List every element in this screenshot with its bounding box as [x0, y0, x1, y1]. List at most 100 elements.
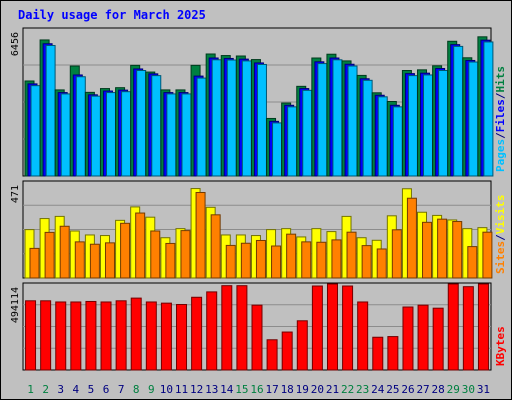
bar-kbytes-23 [357, 301, 369, 371]
bar-kbytes-22 [342, 285, 354, 371]
x-tick-label-12: 12 [190, 383, 203, 396]
legend-item: Hits [494, 66, 507, 93]
x-tick-label-13: 13 [205, 383, 218, 396]
bar-kbytes-19 [296, 320, 308, 371]
bar-sites-7 [120, 222, 131, 279]
chart-title: Daily usage for March 2025 [18, 8, 206, 22]
bar-pages-23 [362, 79, 373, 177]
bar-pages-18 [287, 106, 298, 177]
bar-sites-24 [376, 248, 387, 279]
bar-pages-20 [317, 63, 328, 177]
legend-hits: Pages/Files/Hits [494, 66, 507, 172]
x-tick-label-30: 30 [462, 383, 475, 396]
bar-sites-10 [165, 242, 176, 279]
x-tick-label-26: 26 [401, 383, 414, 396]
x-tick-label-11: 11 [175, 383, 188, 396]
bar-pages-9 [151, 75, 162, 177]
y-max-label-kbytes: 494114 [10, 287, 21, 323]
bar-sites-19 [301, 241, 312, 279]
bar-pages-4 [75, 76, 86, 177]
legend-item: KBytes [494, 326, 507, 366]
x-tick-label-31: 31 [477, 383, 490, 396]
bar-kbytes-27 [417, 304, 429, 371]
bar-sites-25 [391, 229, 402, 279]
bar-kbytes-25 [387, 336, 399, 371]
bar-kbytes-3 [55, 301, 67, 371]
bar-sites-20 [316, 241, 327, 279]
bar-pages-17 [272, 122, 283, 177]
bar-kbytes-26 [402, 306, 414, 371]
legend-item: Visits [494, 195, 507, 235]
bar-pages-7 [121, 91, 132, 177]
bar-kbytes-24 [372, 336, 384, 371]
legend-item: / [494, 234, 507, 241]
bar-sites-4 [74, 241, 85, 279]
bar-kbytes-30 [462, 286, 474, 371]
bar-sites-31 [482, 231, 493, 279]
bar-pages-28 [438, 69, 449, 177]
x-tick-label-19: 19 [296, 383, 309, 396]
bar-kbytes-2 [40, 300, 52, 371]
legend-visits: Sites/Visits [494, 195, 507, 275]
bar-pages-12 [196, 77, 207, 177]
legend-item: Sites [494, 241, 507, 274]
x-tick-label-2: 2 [42, 383, 49, 396]
x-tick-label-7: 7 [118, 383, 125, 396]
bar-sites-26 [406, 197, 417, 279]
bar-sites-3 [59, 225, 70, 279]
bar-kbytes-1 [25, 300, 37, 371]
bar-kbytes-31 [477, 283, 489, 371]
bar-sites-21 [331, 239, 342, 279]
x-tick-label-20: 20 [311, 383, 324, 396]
bar-sites-12 [195, 192, 206, 279]
legend-item: Files [494, 99, 507, 132]
bar-pages-15 [241, 60, 252, 177]
bar-kbytes-4 [70, 301, 82, 371]
x-tick-label-15: 15 [235, 383, 248, 396]
x-tick-label-3: 3 [57, 383, 64, 396]
bar-pages-6 [105, 92, 116, 177]
bar-pages-31 [483, 41, 494, 177]
bar-pages-24 [377, 96, 388, 177]
bar-kbytes-7 [115, 300, 127, 371]
bar-kbytes-28 [432, 307, 444, 371]
bar-sites-2 [44, 231, 55, 279]
bar-pages-27 [423, 74, 434, 177]
bar-sites-15 [240, 242, 251, 279]
bar-kbytes-11 [176, 303, 188, 371]
bar-kbytes-13 [206, 291, 218, 371]
x-tick-label-22: 22 [341, 383, 354, 396]
bar-pages-14 [226, 59, 237, 177]
bar-kbytes-5 [85, 300, 97, 371]
bar-kbytes-9 [145, 301, 157, 371]
bar-sites-13 [210, 214, 221, 279]
bar-kbytes-6 [100, 301, 112, 371]
x-tick-label-4: 4 [73, 383, 80, 396]
bar-pages-1 [30, 85, 41, 177]
bar-kbytes-20 [311, 285, 323, 371]
bar-pages-5 [90, 95, 101, 177]
bar-sites-6 [104, 242, 115, 279]
bar-kbytes-10 [160, 302, 172, 371]
x-tick-label-5: 5 [88, 383, 95, 396]
bar-pages-22 [347, 65, 358, 177]
bar-pages-3 [60, 93, 71, 177]
x-tick-label-21: 21 [326, 383, 339, 396]
bar-sites-11 [180, 230, 191, 279]
bar-pages-26 [407, 75, 418, 177]
x-tick-label-14: 14 [220, 383, 234, 396]
x-tick-label-27: 27 [416, 383, 429, 396]
x-tick-label-23: 23 [356, 383, 369, 396]
x-tick-label-9: 9 [148, 383, 155, 396]
bar-pages-8 [136, 69, 147, 177]
x-tick-label-10: 10 [160, 383, 173, 396]
bar-sites-18 [286, 233, 297, 279]
legend-item: / [494, 92, 507, 99]
bar-sites-23 [361, 245, 372, 279]
x-tick-label-29: 29 [447, 383, 460, 396]
x-tick-label-16: 16 [250, 383, 263, 396]
bar-kbytes-21 [326, 283, 338, 371]
bar-pages-30 [468, 61, 479, 177]
bar-kbytes-14 [221, 285, 233, 371]
x-tick-label-6: 6 [103, 383, 110, 396]
